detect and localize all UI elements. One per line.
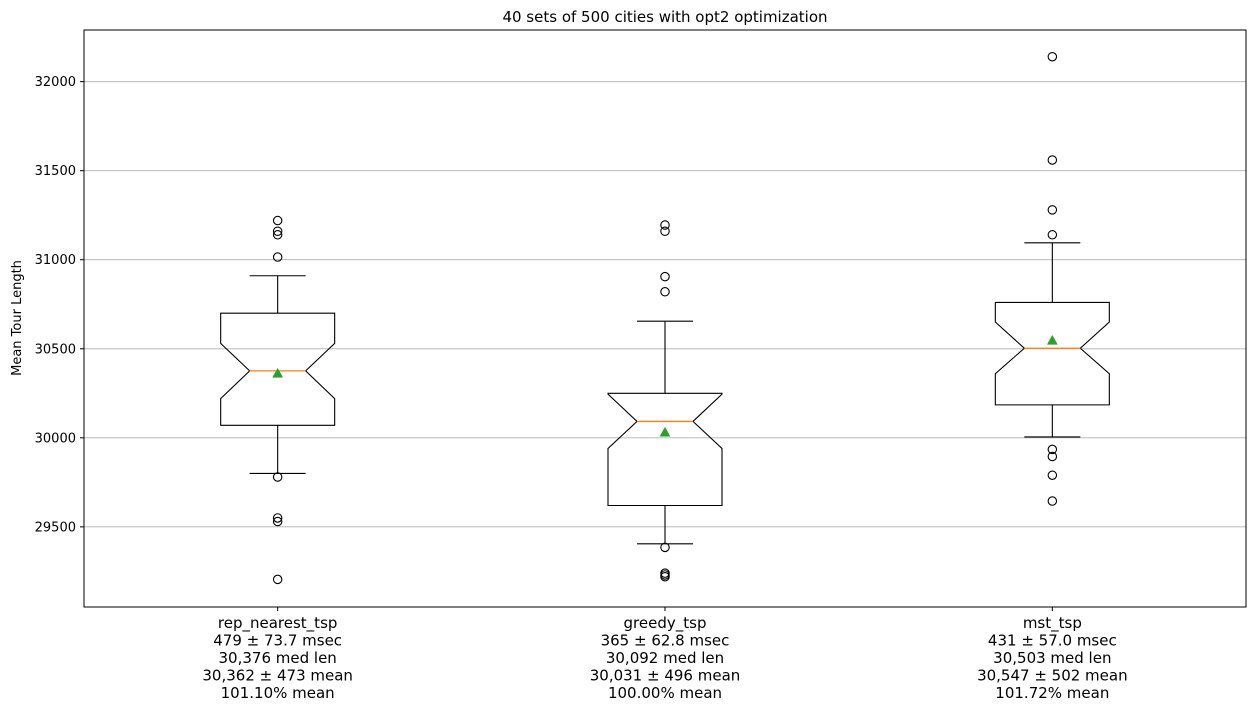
outlier-point: [272, 230, 283, 240]
outlier-point: [660, 287, 670, 297]
category-stat-line: 30,376 med len: [219, 649, 337, 667]
box-series: [220, 51, 1110, 585]
outlier-point: [272, 516, 283, 527]
outlier-point: [660, 271, 670, 282]
notched-box: [994, 301, 1110, 406]
x-category-label: rep_nearest_tsp 479 ± 73.7 msec 30,376 med…: [202, 614, 353, 702]
outlier-point: [272, 472, 283, 482]
outlier-point: [660, 542, 670, 553]
y-axis-label: Mean Tour Length: [10, 260, 25, 376]
category-name: rep_nearest_tsp: [218, 614, 338, 633]
category-stat-line: 479 ± 73.7 msec: [213, 632, 342, 650]
mean-marker: [272, 367, 284, 378]
category-stat-line: 30,503 med len: [993, 649, 1111, 667]
outlier-point: [660, 220, 670, 230]
outlier-point: [660, 571, 670, 582]
outlier-point: [272, 252, 283, 262]
outlier-point: [1047, 205, 1058, 215]
outlier-point: [1047, 444, 1058, 455]
outlier-point: [272, 215, 283, 226]
category-stat-line: 101.10% mean: [221, 684, 335, 702]
x-axis: rep_nearest_tsp 479 ± 73.7 msec 30,376 med…: [202, 607, 1128, 702]
y-tick-label: 29500: [35, 520, 76, 535]
outlier-point: [272, 226, 283, 236]
outlier-point: [272, 574, 283, 585]
outlier-point: [1047, 51, 1058, 62]
category-stat-line: 30,547 ± 502 mean: [977, 667, 1128, 685]
category-stat-line: 30,031 ± 496 mean: [590, 667, 741, 685]
outlier-point: [1047, 496, 1058, 506]
outlier-point: [272, 513, 283, 523]
category-name: greedy_tsp: [624, 614, 707, 633]
category-stat-line: 30,362 ± 473 mean: [202, 667, 353, 685]
y-tick-label: 31000: [35, 253, 76, 268]
x-category-label: greedy_tsp 365 ± 62.8 msec 30,092 med len 3…: [590, 614, 741, 702]
y-tick-label: 30500: [35, 342, 76, 357]
box-group-mst_tsp: [994, 51, 1110, 506]
y-axis: 29500 30000 30500 31000 31500 32000: [35, 75, 84, 535]
outlier-point: [1047, 155, 1058, 165]
mean-marker: [659, 426, 671, 437]
notched-box: [607, 392, 723, 507]
notched-box: [220, 312, 336, 426]
outlier-point: [1047, 451, 1058, 462]
grid-lines: [84, 81, 1246, 528]
category-stat-line: 101.72% mean: [995, 684, 1109, 702]
outlier-point: [1047, 470, 1058, 480]
category-name: mst_tsp: [1023, 614, 1082, 633]
x-category-label: mst_tsp 431 ± 57.0 msec 30,503 med len 30,5…: [977, 614, 1128, 702]
category-stat-line: 365 ± 62.8 msec: [601, 632, 730, 650]
category-stat-line: 431 ± 57.0 msec: [988, 632, 1117, 650]
y-tick-label: 31500: [35, 164, 76, 179]
box-group-greedy_tsp: [607, 220, 723, 582]
chart-title: 40 sets of 500 cities with opt2 optimiza…: [502, 8, 827, 26]
y-tick-label: 32000: [35, 75, 76, 90]
box-group-rep_nearest_tsp: [220, 215, 336, 585]
category-stat-line: 100.00% mean: [608, 684, 722, 702]
category-stat-line: 30,092 med len: [606, 649, 724, 667]
y-tick-label: 30000: [35, 431, 76, 446]
outlier-point: [1047, 230, 1058, 240]
outlier-point: [660, 226, 670, 236]
mean-marker: [1046, 334, 1058, 345]
